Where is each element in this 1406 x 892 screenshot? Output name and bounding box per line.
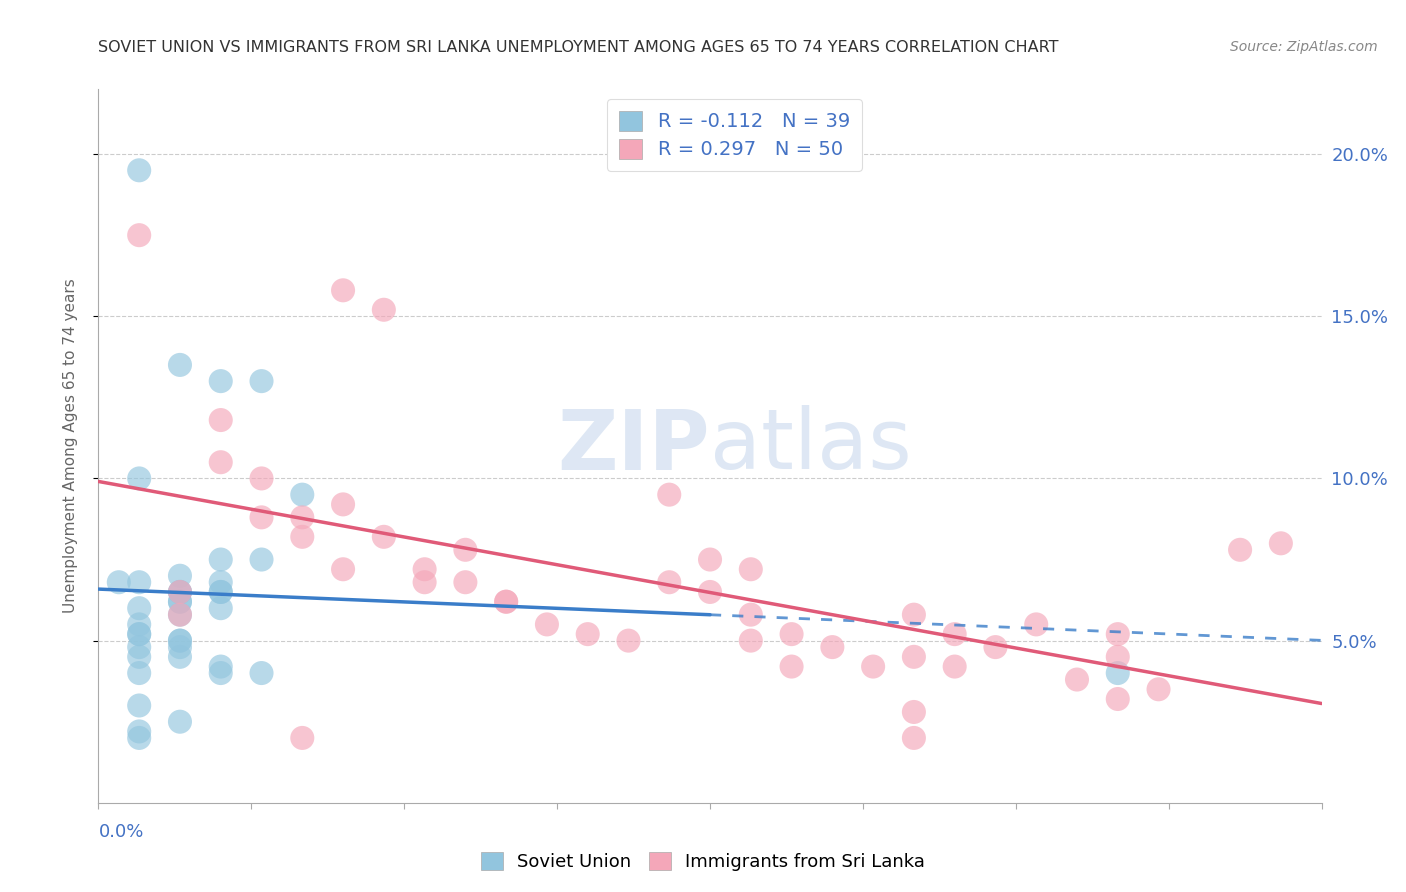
Point [332,497,354,511]
Point [250,666,273,681]
Point [454,542,477,557]
Point [576,627,599,641]
Point [128,666,150,681]
Text: ZIP: ZIP [558,406,710,486]
Point [169,649,191,664]
Point [128,640,150,654]
Point [128,471,150,485]
Point [332,562,354,576]
Point [250,510,273,524]
Point [903,731,925,745]
Point [1107,692,1129,706]
Point [169,640,191,654]
Point [209,666,232,681]
Legend: R = -0.112   N = 39, R = 0.297   N = 50: R = -0.112 N = 39, R = 0.297 N = 50 [607,99,862,171]
Point [984,640,1007,654]
Point [169,595,191,609]
Point [169,585,191,599]
Point [128,724,150,739]
Point [1107,627,1129,641]
Point [740,607,762,622]
Point [658,488,681,502]
Point [128,627,150,641]
Point [128,617,150,632]
Point [1107,666,1129,681]
Point [209,585,232,599]
Point [943,627,966,641]
Point [169,595,191,609]
Point [740,562,762,576]
Point [128,575,150,590]
Point [699,552,721,566]
Point [903,649,925,664]
Point [1066,673,1088,687]
Point [128,163,150,178]
Point [209,601,232,615]
Point [291,530,314,544]
Point [169,633,191,648]
Point [617,633,640,648]
Point [128,228,150,243]
Point [128,698,150,713]
Point [169,568,191,582]
Point [413,575,436,590]
Point [169,358,191,372]
Point [740,633,762,648]
Point [128,627,150,641]
Point [209,585,232,599]
Point [413,562,436,576]
Point [291,488,314,502]
Point [128,731,150,745]
Text: Source: ZipAtlas.com: Source: ZipAtlas.com [1230,40,1378,54]
Point [128,649,150,664]
Point [169,585,191,599]
Point [1270,536,1292,550]
Point [373,530,395,544]
Point [209,374,232,388]
Point [250,471,273,485]
Point [108,575,131,590]
Point [1025,617,1047,632]
Point [209,552,232,566]
Point [454,575,477,590]
Point [1147,682,1170,697]
Point [169,714,191,729]
Point [209,413,232,427]
Point [332,283,354,297]
Point [903,705,925,719]
Point [209,575,232,590]
Point [128,601,150,615]
Point [373,302,395,317]
Point [699,585,721,599]
Point [169,633,191,648]
Point [169,607,191,622]
Point [821,640,844,654]
Point [1107,649,1129,664]
Point [291,731,314,745]
Point [943,659,966,673]
Point [536,617,558,632]
Point [250,552,273,566]
Point [250,374,273,388]
Point [169,585,191,599]
Point [495,595,517,609]
Point [495,595,517,609]
Point [780,659,803,673]
Point [169,607,191,622]
Y-axis label: Unemployment Among Ages 65 to 74 years: Unemployment Among Ages 65 to 74 years [63,278,77,614]
Legend: Soviet Union, Immigrants from Sri Lanka: Soviet Union, Immigrants from Sri Lanka [474,845,932,879]
Text: atlas: atlas [710,406,911,486]
Point [209,455,232,469]
Point [903,607,925,622]
Point [780,627,803,641]
Point [658,575,681,590]
Point [1229,542,1251,557]
Point [291,510,314,524]
Point [862,659,884,673]
Text: 0.0%: 0.0% [98,822,143,841]
Point [209,659,232,673]
Text: SOVIET UNION VS IMMIGRANTS FROM SRI LANKA UNEMPLOYMENT AMONG AGES 65 TO 74 YEARS: SOVIET UNION VS IMMIGRANTS FROM SRI LANK… [98,40,1059,55]
